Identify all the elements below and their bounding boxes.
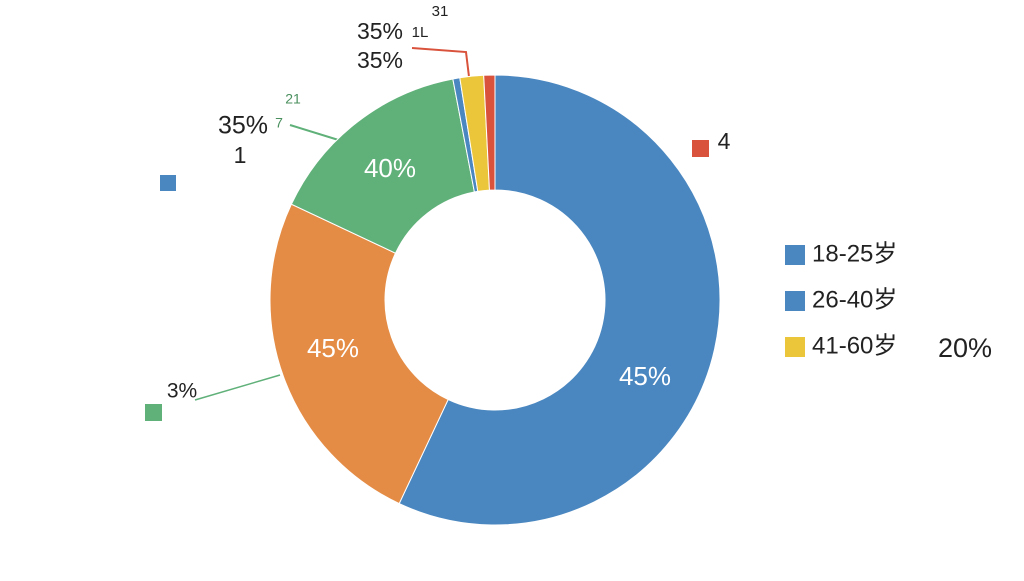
- annotation: 21: [285, 91, 301, 107]
- leader-line: [411, 47, 471, 86]
- annotation: 45%: [619, 361, 671, 391]
- annotation: 45%: [307, 333, 359, 363]
- annotation: 20%: [938, 333, 992, 363]
- slice: [398, 74, 721, 526]
- slice: [290, 78, 475, 254]
- marker: [692, 140, 709, 157]
- annotation: 35%: [218, 112, 268, 140]
- legend-label: 18-25岁: [812, 240, 897, 267]
- legend-label: 26-40岁: [812, 286, 897, 313]
- marker: [145, 404, 162, 421]
- marker: [160, 175, 176, 191]
- annotation: 1: [234, 142, 247, 168]
- annotation: 35%: [357, 47, 403, 73]
- leader-line: [194, 374, 281, 401]
- annotation: 4: [718, 128, 731, 154]
- slice: [269, 203, 449, 505]
- legend-swatch: [785, 291, 805, 311]
- legend-label: 41-60岁: [812, 332, 897, 359]
- legend-swatch: [785, 245, 805, 265]
- slice: [483, 74, 496, 191]
- annotation: 35%: [357, 18, 403, 44]
- leader-line: [289, 124, 346, 143]
- annotation: 7: [275, 115, 283, 131]
- legend-swatch: [785, 337, 805, 357]
- annotation: 40%: [364, 153, 416, 183]
- annotation: 1L: [412, 24, 429, 41]
- annotation: 31: [432, 3, 449, 20]
- annotation: 3%: [167, 380, 197, 403]
